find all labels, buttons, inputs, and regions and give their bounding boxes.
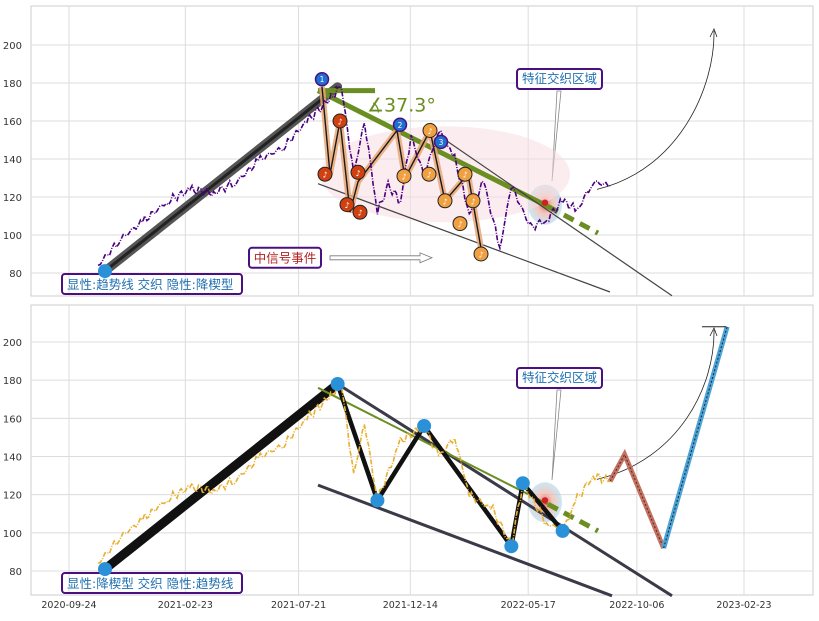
- wave-marker: [314, 71, 330, 87]
- y-tick-label: 120: [3, 491, 22, 502]
- signal-note-glyph: ♪: [337, 118, 342, 127]
- zone-label: 特征交织区域: [522, 370, 597, 385]
- y-tick-label: 160: [3, 414, 22, 425]
- signal-note-glyph: ♪: [322, 171, 327, 180]
- y-tick-label: 200: [3, 338, 22, 349]
- projection-up: [661, 326, 730, 549]
- signal-marker-orange: [437, 193, 453, 209]
- signal-marker-orange: [465, 193, 481, 209]
- signal-note-glyph: ♪: [426, 171, 431, 180]
- pattern-label: 显性:降楔型 交织 隐性:趋势线: [67, 576, 234, 591]
- intersection-dot: [541, 497, 549, 504]
- pivot-dot: [504, 539, 519, 554]
- x-tick-label: 2020-09-24: [41, 600, 96, 611]
- pivot-dot: [370, 493, 385, 508]
- event-arrow: [329, 252, 434, 264]
- y-tick-label: 180: [3, 376, 22, 387]
- pattern-label-box: [61, 572, 243, 594]
- signal-note-glyph: ♪: [442, 197, 447, 206]
- trendline-core: [104, 85, 339, 273]
- projection-down-core: [609, 453, 665, 549]
- y-tick-label: 80: [9, 567, 22, 578]
- signal-marker-red: [332, 113, 348, 129]
- signal-note-glyph: ♪: [401, 173, 406, 182]
- plot-area: [30, 304, 814, 596]
- lower-wedge-line: [317, 483, 613, 598]
- x-tick-label: 2021-12-14: [383, 600, 438, 611]
- zone-label-box: [516, 367, 603, 389]
- upper-wedge-line: [439, 135, 673, 297]
- signal-marker-red: [350, 164, 366, 180]
- signal-marker-orange: [396, 168, 412, 184]
- wave-marker: [433, 134, 449, 150]
- zone-label: 特征交织区域: [522, 71, 597, 86]
- y-tick-label: 100: [3, 529, 22, 540]
- signal-note-glyph: ♪: [357, 209, 362, 218]
- angle-label: ∡37.3°: [367, 95, 436, 117]
- pivot-dot: [555, 523, 570, 538]
- y-tick-label: 200: [3, 41, 22, 52]
- signal-note-glyph: ♪: [355, 169, 360, 178]
- lower-wedge-line: [317, 183, 611, 293]
- signal-marker-orange: [422, 123, 438, 138]
- projection-arrowhead: [709, 327, 718, 337]
- signal-marker-orange: [473, 246, 489, 262]
- x-tick-label: 2021-02-23: [158, 600, 213, 611]
- y-tick-label: 160: [3, 117, 22, 128]
- trend-start-dot: [97, 264, 112, 279]
- zone-label-box: [516, 68, 603, 90]
- signal-marker-red: [352, 204, 368, 220]
- signal-note-glyph: ♪: [427, 127, 432, 136]
- pivot-dot: [417, 418, 432, 433]
- price-series-line: [97, 383, 611, 565]
- signal-marker-orange: [452, 216, 468, 232]
- wave-marker-label: 1: [320, 75, 325, 84]
- y-tick-label: 120: [3, 193, 22, 204]
- pattern-label-box: [61, 273, 243, 295]
- signal-note-glyph: ♪: [478, 251, 483, 260]
- y-tick-label: 100: [3, 231, 22, 242]
- x-tick-label: 2023-02-23: [716, 600, 771, 611]
- x-tick-label: 2022-05-17: [501, 600, 556, 611]
- x-tick-label: 2021-07-21: [271, 600, 326, 611]
- signal-note-glyph: ♪: [457, 220, 462, 229]
- green-trend-projection: [546, 502, 600, 534]
- signal-marker-orange: [457, 166, 473, 182]
- signal-marker-red: [339, 197, 355, 213]
- projection-arrowhead: [709, 28, 718, 38]
- y-tick-label: 80: [9, 269, 22, 280]
- green-trend-line: [317, 386, 549, 506]
- trendline-thick: [100, 379, 343, 574]
- wave-marker-label: 2: [398, 121, 403, 130]
- y-tick-label: 140: [3, 453, 22, 464]
- event-label-box: [248, 246, 322, 269]
- wave-marker: [392, 117, 408, 133]
- x-tick-label: 2022-10-06: [609, 600, 664, 611]
- pivot-dot: [515, 476, 530, 491]
- signal-note-glyph: ♪: [462, 171, 467, 180]
- projection-arrow: [596, 30, 715, 190]
- upper-wedge-line: [336, 382, 673, 598]
- pattern-label: 显性:趋势线 交织 隐性:降楔型: [67, 277, 233, 292]
- intersection-dot: [541, 199, 549, 206]
- y-tick-label: 140: [3, 155, 22, 166]
- pivot-dot: [97, 562, 112, 577]
- signal-marker-red: [317, 166, 333, 182]
- y-tick-label: 180: [3, 79, 22, 90]
- signal-note-glyph: ♪: [344, 201, 349, 210]
- wave-marker-label: 3: [439, 138, 444, 147]
- signal-note-glyph: ♪: [470, 197, 475, 206]
- zone-pointer-arrow: [551, 389, 562, 481]
- pivot-dot: [330, 376, 345, 391]
- event-label: 中信号事件: [254, 250, 317, 265]
- projection-arrow: [596, 329, 715, 480]
- signal-marker-orange: [421, 166, 437, 182]
